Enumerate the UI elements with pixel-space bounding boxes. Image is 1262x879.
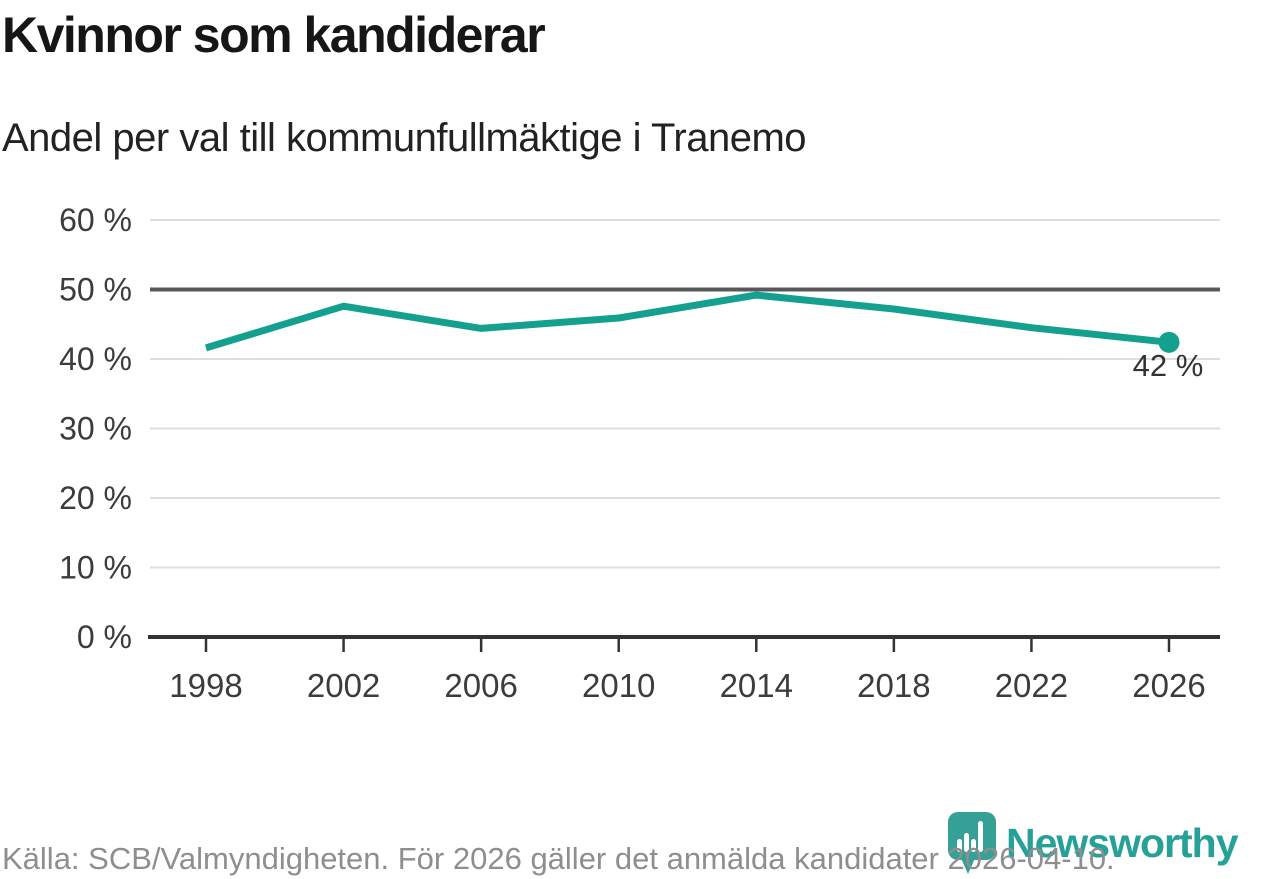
bar-chart-pin-icon: [948, 812, 996, 874]
y-tick-label: 30 %: [59, 411, 132, 447]
newsworthy-logo: Newsworthy: [948, 812, 1238, 876]
y-tick-label: 40 %: [59, 341, 132, 377]
x-tick-label: 2014: [720, 667, 793, 704]
source-note: Källa: SCB/Valmyndigheten. För 2026 gäll…: [2, 841, 1115, 876]
y-tick-label: 60 %: [59, 202, 132, 238]
y-tick-label: 50 %: [59, 272, 132, 308]
end-point-marker: [1158, 331, 1180, 353]
y-tick-label: 0 %: [77, 619, 132, 655]
x-tick-label: 2006: [444, 667, 517, 704]
data-line: [204, 291, 1170, 352]
logo-wordmark: Newsworthy: [1006, 820, 1238, 866]
y-tick-label: 20 %: [59, 480, 132, 516]
x-tick-label: 2018: [857, 667, 930, 704]
end-value-label: 42 %: [1133, 348, 1204, 383]
chart-subtitle: Andel per val till kommunfullmäktige i T…: [2, 116, 807, 160]
x-tick-label: 2022: [995, 667, 1068, 704]
x-tick-label: 1998: [169, 667, 242, 704]
y-tick-label: 10 %: [59, 550, 132, 586]
chart-title: Kvinnor som kandiderar: [2, 7, 546, 63]
x-tick-label: 2026: [1132, 667, 1205, 704]
x-tick-label: 2010: [582, 667, 655, 704]
x-tick-label: 2002: [307, 667, 380, 704]
